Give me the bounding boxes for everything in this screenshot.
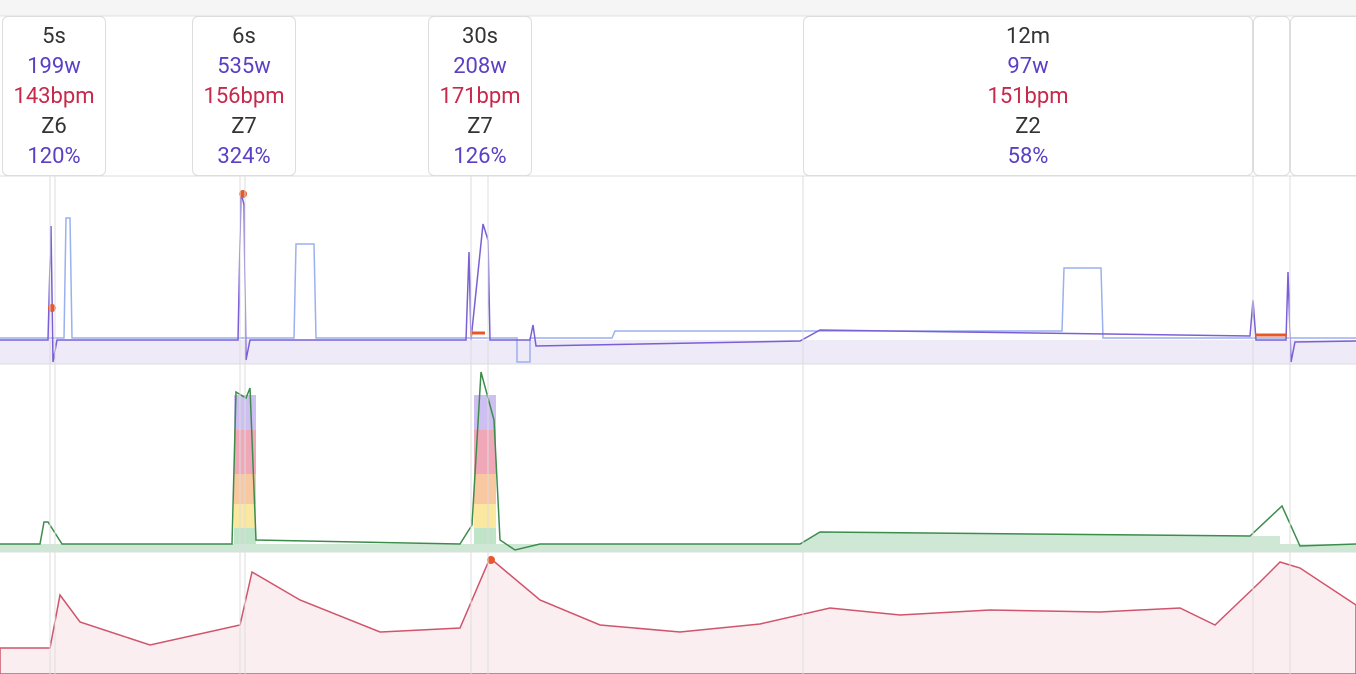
heart-rate: 171bpm (439, 84, 521, 109)
power: 199w (27, 54, 81, 79)
heart-rate: 156bpm (203, 84, 285, 109)
percent: 120% (27, 144, 81, 169)
zone-spike (234, 395, 496, 544)
interval[interactable]: 5s 199w 143bpm Z6 120% (2, 16, 106, 176)
power: 535w (217, 54, 271, 79)
zone: Z6 (41, 114, 67, 139)
percent: 58% (1007, 144, 1049, 169)
top-bar (0, 0, 1356, 16)
heart-rate: 151bpm (987, 84, 1069, 109)
interval[interactable]: 30s 208w 171bpm Z7 126% (428, 16, 532, 176)
hr-trace (0, 556, 1356, 674)
duration: 5s (42, 24, 66, 49)
power: 208w (453, 54, 507, 79)
zone: Z7 (467, 114, 493, 139)
zone: Z7 (231, 114, 257, 139)
power: 97w (1007, 54, 1049, 79)
heart-rate: 143bpm (13, 84, 95, 109)
target-power (0, 217, 1356, 363)
duration: 6s (232, 24, 256, 49)
duration: 30s (461, 24, 499, 49)
interval[interactable] (1290, 16, 1356, 176)
percent: 126% (453, 144, 507, 169)
power-trace (0, 191, 1356, 363)
duration: 12m (1005, 24, 1051, 49)
interval[interactable]: 6s 535w 156bpm Z7 324% (192, 16, 296, 176)
interval[interactable] (1253, 16, 1290, 176)
percent: 324% (217, 144, 271, 169)
interval[interactable]: 12m 97w 151bpm Z2 58% (803, 16, 1253, 176)
zone: Z2 (1015, 114, 1041, 139)
